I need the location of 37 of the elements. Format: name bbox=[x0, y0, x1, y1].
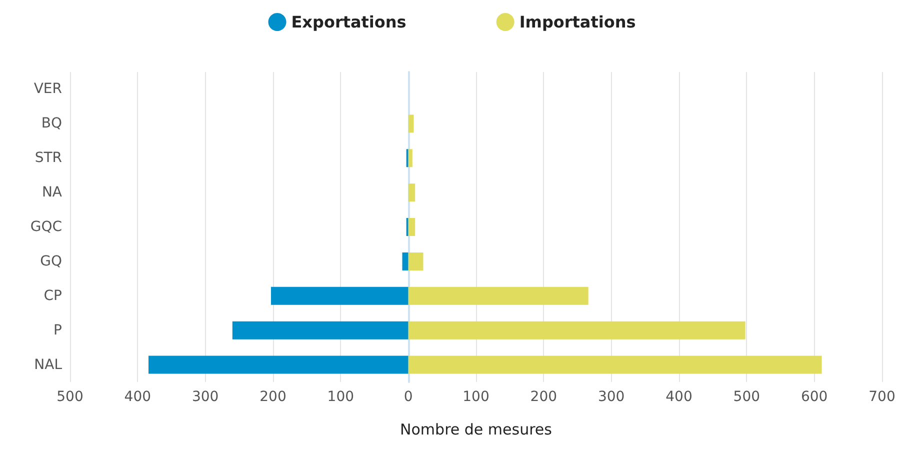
bar bbox=[408, 184, 416, 202]
bar bbox=[408, 356, 822, 374]
y-tick-label: STR bbox=[34, 150, 62, 166]
x-tick-label: 400 bbox=[124, 389, 152, 405]
x-tick-label: 700 bbox=[868, 389, 896, 405]
y-tick-label: NAL bbox=[34, 356, 62, 373]
bar bbox=[232, 321, 408, 340]
y-tick-label: BQ bbox=[41, 116, 62, 132]
legend-label: Exportations bbox=[291, 12, 406, 32]
x-tick-label: 500 bbox=[56, 389, 84, 405]
x-tick-label: 400 bbox=[666, 389, 692, 405]
bar bbox=[408, 286, 588, 305]
x-tick-label: 200 bbox=[530, 389, 558, 405]
bar bbox=[408, 114, 414, 133]
y-tick-label: GQ bbox=[40, 253, 62, 270]
y-tick-label: P bbox=[54, 322, 62, 338]
bar bbox=[148, 356, 408, 374]
x-tick-label: 0 bbox=[404, 389, 413, 405]
x-tick-label: 100 bbox=[462, 389, 490, 405]
x-tick-label: 100 bbox=[327, 389, 354, 405]
x-tick-label: 300 bbox=[598, 389, 625, 405]
bar bbox=[408, 252, 424, 270]
bar bbox=[408, 321, 746, 340]
bar bbox=[270, 286, 408, 305]
x-tick-label: 500 bbox=[733, 389, 760, 405]
legend-label: Importations bbox=[519, 12, 636, 32]
x-tick-label: 200 bbox=[260, 389, 286, 405]
x-tick-label: 300 bbox=[192, 389, 219, 405]
bar bbox=[402, 252, 408, 270]
x-tick-label: 600 bbox=[800, 389, 828, 405]
y-tick-label: CP bbox=[44, 288, 62, 304]
y-tick-label: GQC bbox=[30, 219, 62, 235]
y-tick-label: VER bbox=[34, 81, 62, 98]
y-tick-label: NA bbox=[42, 184, 62, 201]
bar bbox=[408, 149, 412, 168]
bar bbox=[408, 218, 416, 236]
x-axis-title: Nombre de mesures bbox=[400, 420, 552, 438]
